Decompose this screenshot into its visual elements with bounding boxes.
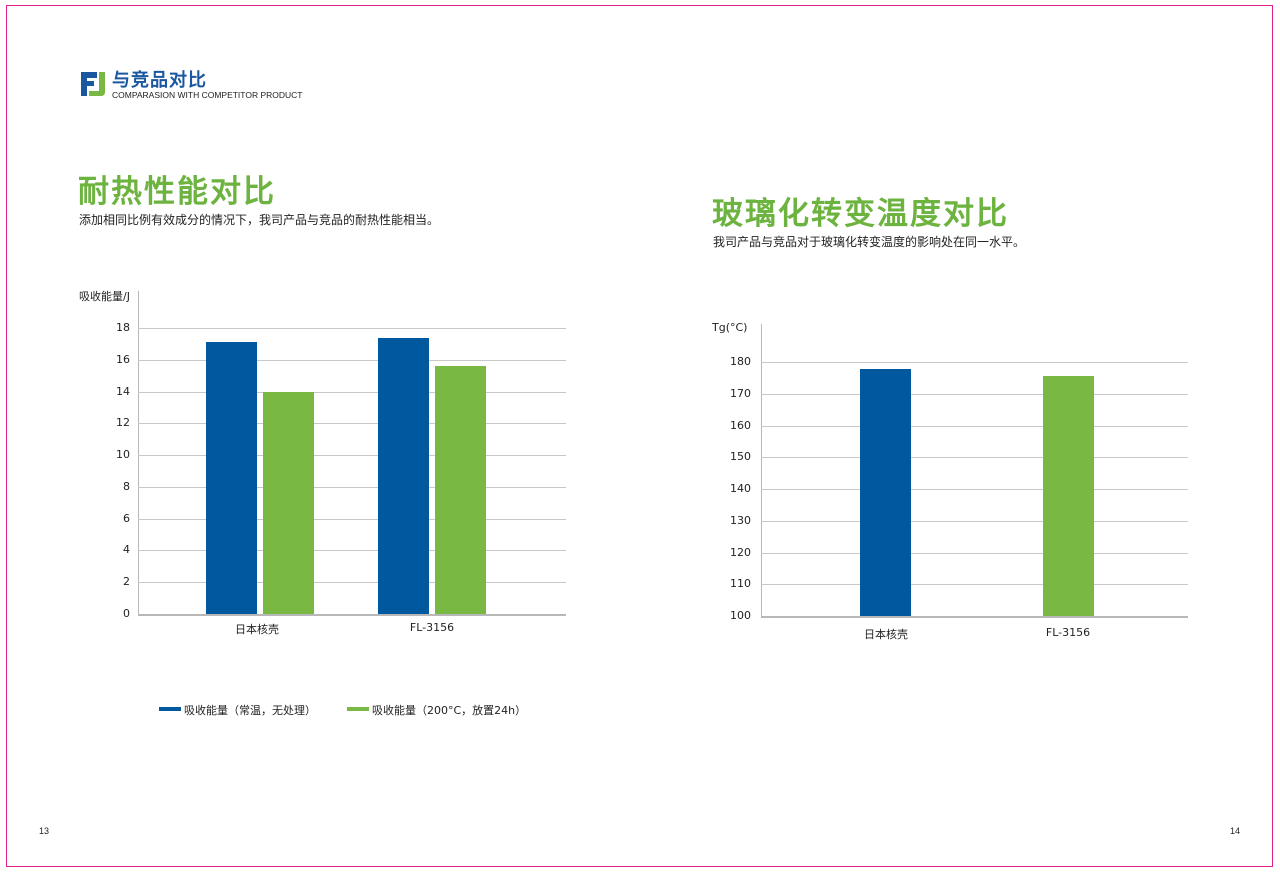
- bar-blue: [860, 368, 911, 616]
- gridline: [138, 391, 566, 393]
- y-axis-label: Tg(°C): [712, 321, 748, 334]
- y-tick-label: 110: [730, 577, 751, 591]
- y-tick-label: 170: [730, 386, 751, 400]
- bar-blue: [206, 342, 257, 614]
- y-tick-label: 14: [116, 384, 130, 398]
- legend-label: 吸收能量（常温，无处理）: [184, 704, 316, 717]
- y-tick-label: 4: [123, 543, 130, 557]
- y-tick-label: 0: [123, 607, 130, 620]
- gridline: [138, 486, 566, 488]
- bar-green: [1043, 376, 1094, 616]
- y-tick-label: 18: [116, 321, 130, 334]
- right-section-description: 我司产品与竞品对于玻璃化转变温度的影响处在同一水平。: [713, 235, 1026, 249]
- x-category-label: 日本核壳: [235, 623, 279, 636]
- header-title: 与竞品对比: [112, 70, 207, 91]
- company-logo-icon: [81, 72, 105, 96]
- y-tick-label: 140: [730, 482, 751, 495]
- x-category-label: 日本核壳: [864, 628, 908, 641]
- page-number-left: 13: [39, 826, 50, 836]
- x-category-label: FL-3156: [409, 621, 455, 634]
- y-tick-label: 12: [116, 416, 130, 430]
- gridline: [761, 457, 1188, 459]
- legend-label: 吸收能量（200°C，放置24h）: [372, 704, 527, 717]
- y-tick-label: 10: [116, 448, 130, 462]
- y-tick-label: 160: [730, 418, 751, 432]
- x-category-label: FL-3156: [1045, 626, 1091, 639]
- y-tick-label: 16: [116, 352, 130, 366]
- gridline: [761, 520, 1188, 522]
- bar-green: [435, 366, 486, 614]
- legend-swatch-green: [347, 707, 369, 711]
- gridline: [138, 518, 566, 520]
- gridline: [761, 393, 1188, 395]
- y-tick-label: 6: [123, 511, 130, 525]
- bar-green: [263, 391, 314, 614]
- y-axis-label: 吸收能量/J: [79, 290, 130, 303]
- page-border: [6, 5, 1273, 867]
- gridline: [138, 582, 566, 584]
- bar-blue: [378, 337, 429, 614]
- gridline: [138, 328, 566, 329]
- x-axis-line: [761, 616, 1188, 618]
- y-tick-label: 120: [730, 545, 751, 559]
- gridline: [138, 550, 566, 552]
- gridline: [761, 362, 1188, 363]
- y-axis-line: [138, 291, 139, 614]
- gridline: [761, 489, 1188, 490]
- y-tick-label: 8: [123, 479, 130, 493]
- y-tick-label: 2: [123, 575, 130, 589]
- y-tick-label: 130: [730, 513, 751, 527]
- right-section-title: 玻璃化转变温度对比: [712, 196, 1009, 232]
- page-number-right: 14: [1230, 826, 1241, 836]
- gridline: [761, 425, 1188, 427]
- header-subtitle: COMPARASION WITH COMPETITOR PRODUCT: [112, 90, 303, 100]
- gridline: [138, 455, 566, 457]
- legend-swatch-blue: [159, 707, 181, 711]
- gridline: [138, 359, 566, 361]
- gridline: [761, 584, 1188, 586]
- x-axis-line: [138, 614, 566, 616]
- left-section-title: 耐热性能对比: [78, 174, 276, 210]
- y-tick-label: 150: [730, 450, 751, 464]
- y-tick-label: 180: [730, 355, 751, 368]
- left-section-description: 添加相同比例有效成分的情况下，我司产品与竞品的耐热性能相当。: [79, 213, 440, 227]
- gridline: [761, 552, 1188, 554]
- y-axis-line: [761, 324, 762, 616]
- gridline: [138, 423, 566, 425]
- y-tick-label: 100: [730, 609, 751, 622]
